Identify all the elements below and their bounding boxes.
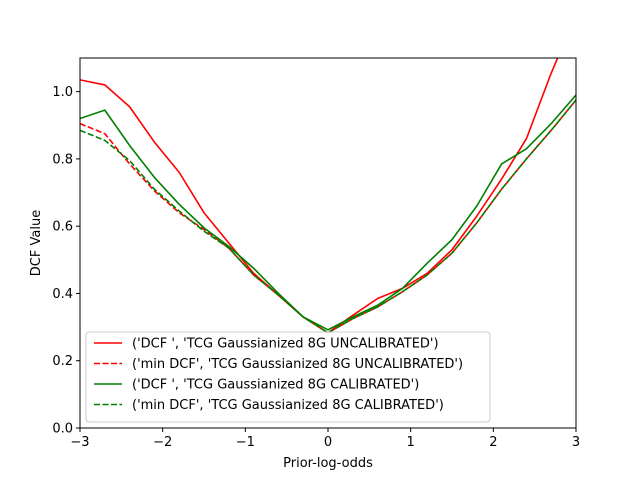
x-axis: −3 −2 −1 0 1 2 3 (70, 428, 580, 450)
legend-label: ('min DCF', 'TCG Gaussianized 8G UNCALIB… (132, 357, 463, 372)
x-tick-label: 0 (324, 435, 332, 450)
y-tick-label: 0.6 (52, 220, 73, 235)
x-tick-label: −3 (70, 435, 89, 450)
y-tick-label: 0.0 (52, 422, 73, 437)
x-tick-label: −1 (236, 435, 255, 450)
x-tick-label: −2 (153, 435, 172, 450)
legend-label: ('DCF ', 'TCG Gaussianized 8G CALIBRATED… (132, 378, 419, 393)
series-line-4 (80, 99, 576, 334)
legend-label: ('min DCF', 'TCG Gaussianized 8G CALIBRA… (132, 398, 444, 413)
y-tick-label: 0.4 (52, 287, 73, 302)
y-axis: 0.0 0.2 0.4 0.6 0.8 1.0 (52, 85, 80, 437)
x-axis-label: Prior-log-odds (283, 456, 373, 471)
legend-label: ('DCF ', 'TCG Gaussianized 8G UNCALIBRAT… (132, 337, 439, 352)
x-tick-label: 1 (407, 435, 415, 450)
x-tick-label: 3 (572, 435, 580, 450)
y-axis-label: DCF Value (29, 210, 44, 276)
legend-box (85, 331, 491, 423)
x-tick-label: 2 (489, 435, 497, 450)
y-tick-label: 0.8 (52, 152, 73, 167)
y-tick-label: 1.0 (52, 85, 73, 100)
y-tick-label: 0.2 (52, 354, 73, 369)
legend: ('DCF ', 'TCG Gaussianized 8G UNCALIBRAT… (85, 331, 491, 423)
series-line-3 (80, 94, 576, 331)
